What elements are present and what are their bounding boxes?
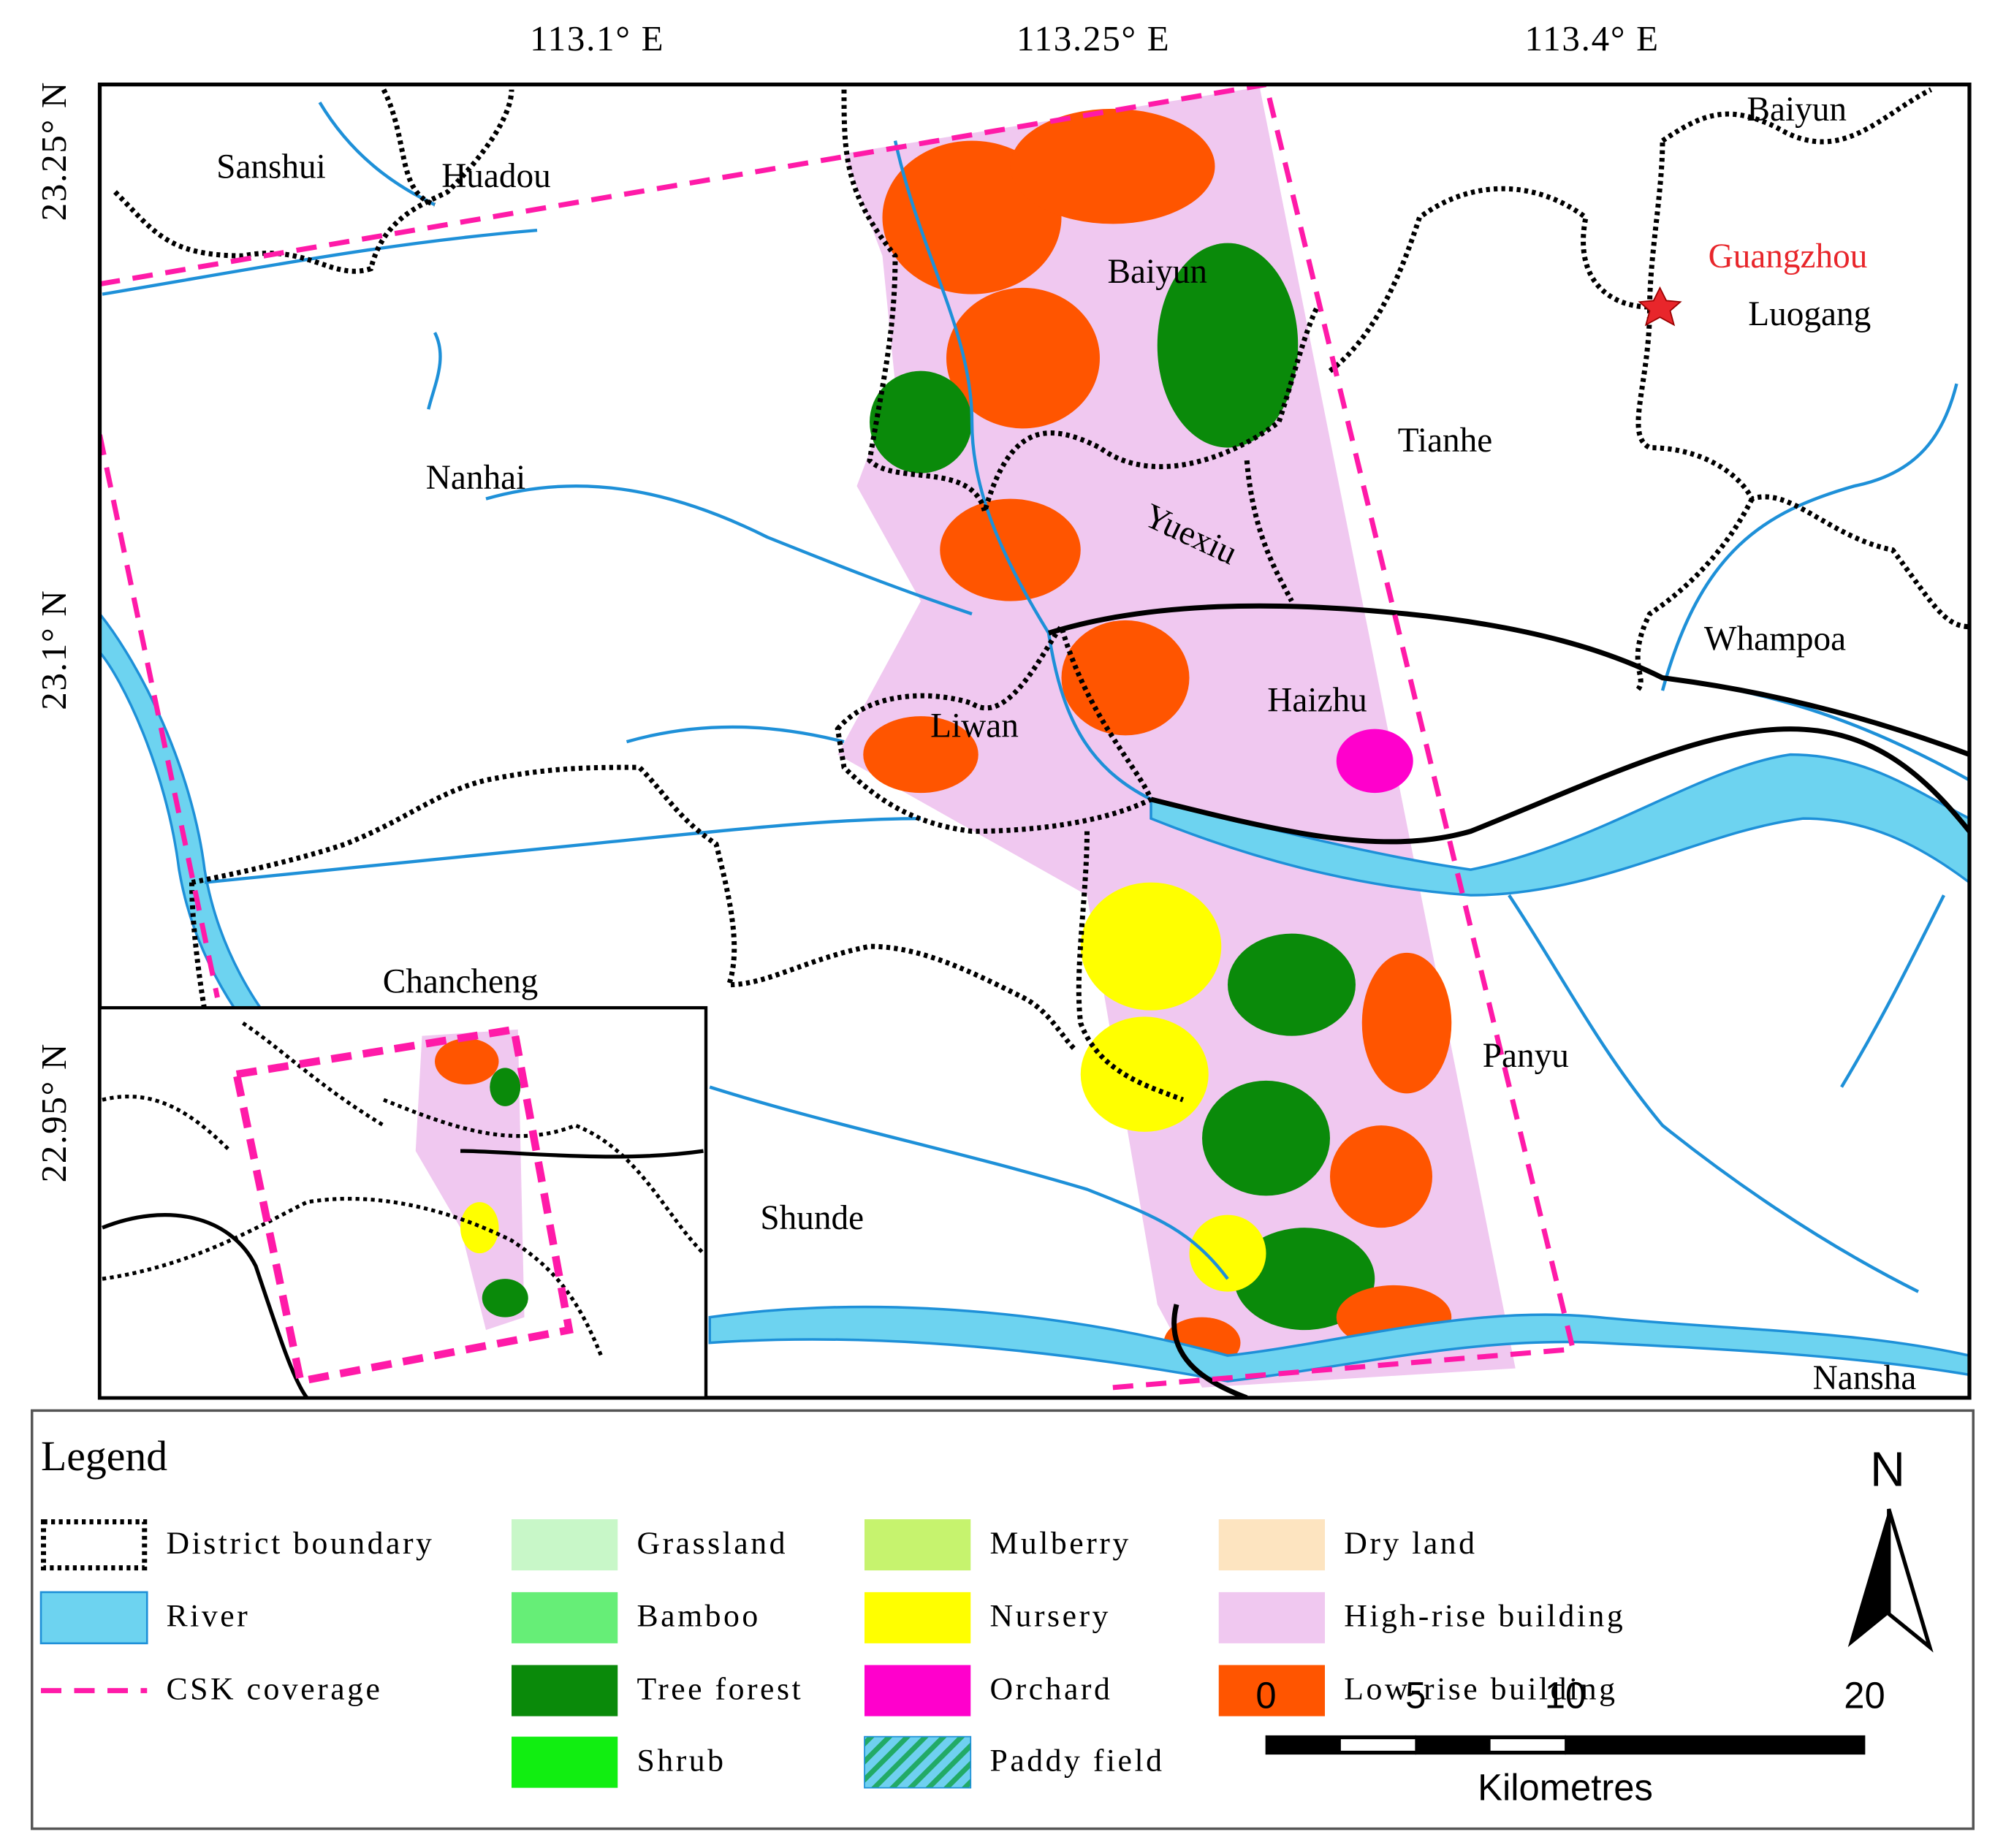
city-star bbox=[1638, 286, 1682, 327]
legend-label: River bbox=[167, 1599, 251, 1634]
place-label: Guangzhou bbox=[1709, 237, 1868, 275]
place-label: Chancheng bbox=[383, 962, 539, 1000]
longitude-label: 113.1° E bbox=[530, 18, 664, 58]
legend-swatch bbox=[864, 1665, 971, 1716]
legend-label: Tree forest bbox=[637, 1671, 804, 1706]
legend-label: Dry land bbox=[1344, 1526, 1477, 1561]
longitude-label: 113.25° E bbox=[1016, 18, 1170, 58]
place-label: Haizhu bbox=[1267, 681, 1367, 719]
latitude-label: 22.95° N bbox=[34, 1043, 74, 1182]
legend-label: Mulberry bbox=[990, 1526, 1131, 1561]
north-label: N bbox=[1870, 1443, 1905, 1497]
latitude-label: 23.25° N bbox=[34, 81, 74, 221]
place-label: Liwan bbox=[930, 707, 1019, 745]
rivers bbox=[99, 101, 1969, 1383]
place-label: Luogang bbox=[1748, 295, 1871, 333]
inset-map bbox=[98, 1005, 708, 1400]
legend-label: Grassland bbox=[637, 1526, 788, 1561]
scale-bar-segment bbox=[1340, 1739, 1416, 1751]
legend-label: Bamboo bbox=[637, 1599, 761, 1634]
legend-label: District boundary bbox=[167, 1526, 435, 1561]
place-label: Panyu bbox=[1483, 1037, 1569, 1075]
csk-coverage-line bbox=[99, 84, 1576, 1391]
scale-tick-label: 0 bbox=[1255, 1675, 1276, 1716]
legend-label: Nursery bbox=[990, 1599, 1111, 1634]
place-label: Huadou bbox=[441, 157, 551, 195]
legend-label: Orchard bbox=[990, 1671, 1113, 1706]
scale-tick-label: 10 bbox=[1545, 1675, 1586, 1716]
csk-coverage-line bbox=[99, 434, 220, 998]
scale-tick-label: 20 bbox=[1844, 1675, 1885, 1716]
legend-label: Paddy field bbox=[990, 1743, 1165, 1778]
place-label: Tianhe bbox=[1398, 422, 1493, 460]
legend-swatch bbox=[39, 1591, 148, 1645]
scale-bar-segment bbox=[1490, 1739, 1565, 1751]
legend-label: CSK coverage bbox=[167, 1671, 383, 1706]
legend-box bbox=[31, 1409, 1975, 1830]
scale-tick-label: 5 bbox=[1405, 1675, 1426, 1716]
place-label: Baiyun bbox=[1108, 253, 1208, 291]
legend-swatch bbox=[864, 1519, 971, 1571]
legend-swatch bbox=[1218, 1592, 1325, 1643]
place-label: Nansha bbox=[1813, 1359, 1917, 1397]
legend-swatch bbox=[864, 1592, 971, 1643]
legend-label: Low-rise building bbox=[1344, 1671, 1617, 1706]
place-label: Sanshui bbox=[216, 148, 326, 186]
legend-swatch bbox=[1218, 1665, 1325, 1716]
place-label: Baiyun bbox=[1747, 91, 1847, 129]
legend-swatch bbox=[512, 1665, 618, 1716]
legend-label: Shrub bbox=[637, 1743, 726, 1778]
legend-title: Legend bbox=[41, 1434, 167, 1480]
place-label: Nanhai bbox=[426, 459, 525, 497]
district-boundaries bbox=[113, 87, 1969, 1103]
place-label: Whampoa bbox=[1704, 620, 1846, 658]
longitude-label: 113.4° E bbox=[1525, 18, 1660, 58]
scale-bar: 0 5 10 20 bbox=[1255, 1675, 1885, 1755]
solid-boundaries bbox=[1047, 603, 1969, 1398]
latitude-label: 23.1° N bbox=[34, 590, 74, 710]
legend-swatch bbox=[41, 1519, 148, 1571]
legend-swatch bbox=[512, 1519, 618, 1571]
north-arrow bbox=[1847, 1508, 1934, 1653]
land-use-patches bbox=[863, 108, 1452, 1369]
legend-swatch bbox=[512, 1592, 618, 1643]
map-frame bbox=[97, 83, 1972, 1400]
legend-items: District boundary River CSK coverage Grassl… bbox=[39, 1519, 1625, 1789]
scale-unit: Kilometres bbox=[1478, 1767, 1653, 1809]
legend-label: High-rise building bbox=[1344, 1599, 1625, 1634]
legend-swatch bbox=[512, 1736, 618, 1788]
legend-swatch bbox=[864, 1735, 972, 1789]
legend-swatch bbox=[1218, 1519, 1325, 1571]
place-label: Shunde bbox=[760, 1199, 864, 1237]
